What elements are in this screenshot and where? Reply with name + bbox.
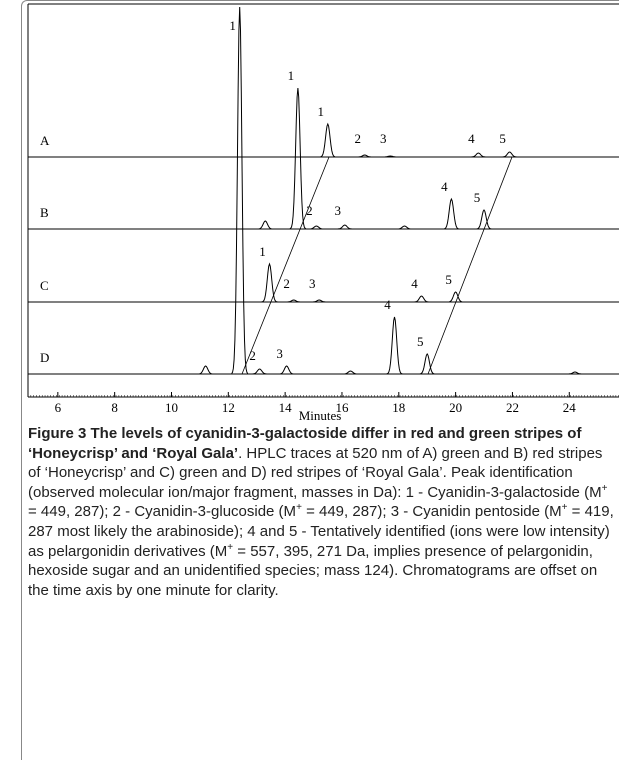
trace-label: B [40,205,49,220]
peak [197,365,214,375]
peak [356,154,373,158]
peak-label: 2 [283,276,290,291]
alignment-line [241,156,330,375]
superscript: + [227,541,234,553]
x-tick-label: 20 [449,400,462,415]
superscript: + [561,502,568,514]
x-tick-label: 16 [335,400,349,415]
trace-label: D [40,350,49,365]
x-axis-label: Minutes [299,408,342,423]
peak [319,122,336,158]
peak-label: 5 [445,272,452,287]
peak [386,316,403,375]
peak-label: 1 [288,68,295,83]
peak [285,299,302,303]
peak [413,295,430,303]
peak-label: 3 [276,346,283,361]
peak [501,151,518,158]
x-tick-label: 24 [563,400,577,415]
peak [278,365,295,375]
peak-label: 2 [249,348,256,363]
peak [261,262,278,303]
peak [443,197,460,230]
x-tick-label: 18 [392,400,405,415]
peak [308,225,325,230]
trace-label: A [40,133,50,148]
peak-label: 4 [384,297,391,312]
peak-label: 5 [499,131,506,146]
x-tick-label: 10 [165,400,178,415]
trace-label: C [40,278,49,293]
peak-label: 1 [229,18,236,33]
peak-label: 1 [318,104,325,119]
peak [289,87,307,230]
peak [311,299,328,303]
caption-title: Figure 3 The levels of cyanidin-3-galact… [28,425,582,462]
x-tick-label: 12 [222,400,235,415]
superscript: + [296,502,302,514]
peak [447,291,464,303]
peak [470,152,487,158]
caption-text: = 557, 395, 271 Da, implies presence of … [28,542,598,599]
peak [419,353,436,375]
x-tick-label: 22 [506,400,519,415]
peak-label: 3 [309,276,316,291]
peak-label: 5 [474,190,481,205]
peak [382,155,399,158]
peak [336,224,353,230]
peak-label: 3 [380,131,387,146]
peak-label: 2 [354,131,361,146]
caption-text: . HPLC traces at 520 nm of A) green and … [28,444,603,501]
peak [251,368,268,375]
peak-label: 2 [306,203,313,218]
caption-text: = 449, 287); 2 - Cyanidin-3-glucoside (M [28,503,297,521]
peak [257,220,274,230]
peak-label: 4 [468,131,475,146]
peak-label: 4 [441,179,448,194]
peak-label: 3 [335,203,342,218]
x-tick-label: 8 [111,400,118,415]
peak [567,371,583,375]
x-tick-label: 14 [279,400,293,415]
peak-label: 1 [259,244,266,259]
peak-label: 4 [411,276,418,291]
frame [21,0,619,760]
peak [342,370,359,375]
caption-text: = 449, 287); 3 - Cyanidin pentoside (M [301,503,562,521]
superscript: + [601,482,608,494]
alignment-line [427,156,513,375]
caption-text: = 419, 287 most likely the arabinoside);… [28,503,614,560]
x-tick-label: 6 [55,400,62,415]
peak [396,225,413,230]
caption: Figure 3 The levels of cyanidin-3-galact… [28,424,618,600]
peak-label: 5 [417,334,424,349]
peak [231,6,249,374]
peak [475,209,493,230]
